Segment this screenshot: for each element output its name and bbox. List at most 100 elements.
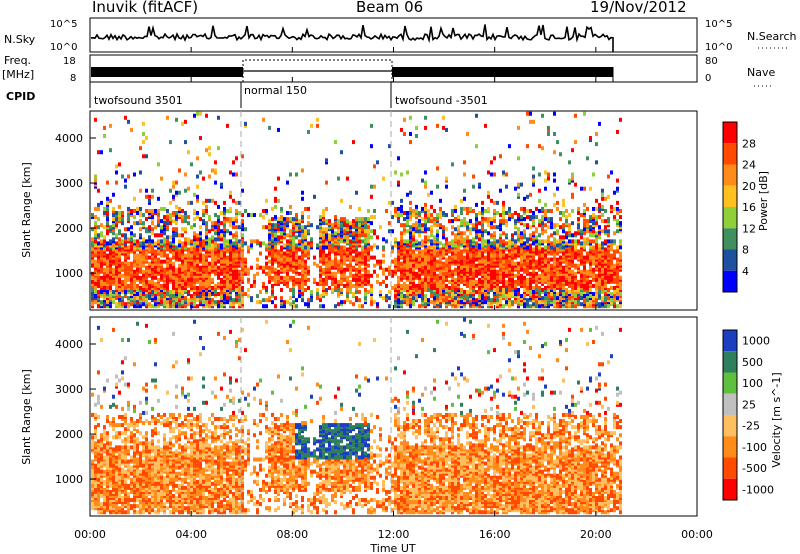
cell [115, 245, 118, 250]
cell [586, 156, 589, 161]
cell [595, 298, 598, 303]
cell [187, 265, 190, 270]
cell [289, 263, 292, 268]
cell [421, 208, 424, 213]
cell [490, 304, 493, 309]
cell [163, 302, 166, 307]
cell [166, 247, 169, 252]
cell [463, 302, 466, 307]
cell [91, 259, 94, 264]
cell [406, 261, 409, 266]
cell [496, 290, 499, 295]
cell [355, 251, 358, 256]
cell [529, 253, 532, 258]
cell [244, 292, 247, 297]
cell [316, 243, 319, 248]
cell [379, 294, 382, 299]
cell [433, 249, 436, 254]
cell [211, 298, 214, 303]
cell [148, 285, 151, 290]
cell [178, 277, 181, 282]
cell [562, 292, 565, 297]
cell [493, 225, 496, 230]
cell [490, 298, 493, 303]
cell [502, 271, 505, 276]
cell [541, 269, 544, 274]
cell [121, 285, 124, 290]
cell [499, 213, 502, 218]
cell [208, 267, 211, 272]
cell [304, 225, 307, 230]
cell [121, 239, 124, 244]
cell [331, 290, 334, 295]
cell [412, 255, 415, 260]
cell [493, 208, 496, 213]
cell [313, 261, 316, 266]
cell [481, 273, 484, 278]
cell [466, 259, 469, 264]
cell [175, 251, 178, 256]
cell [187, 257, 190, 262]
cell [508, 259, 511, 264]
cell [586, 285, 589, 290]
cell [277, 219, 280, 224]
cell [103, 283, 106, 288]
cell [358, 304, 361, 309]
cell [535, 227, 538, 232]
cell [112, 271, 115, 276]
cell [451, 296, 454, 301]
cell [277, 198, 280, 203]
cell [505, 296, 508, 301]
cell [217, 300, 220, 305]
cell [208, 283, 211, 288]
cell [106, 279, 109, 284]
cell [121, 300, 124, 305]
cell [538, 172, 541, 177]
cell [127, 287, 130, 292]
cell [436, 300, 439, 305]
cell [166, 208, 169, 213]
cell [130, 294, 133, 299]
cell [235, 156, 238, 161]
cell [478, 255, 481, 260]
cell [538, 267, 541, 272]
cell [229, 277, 232, 282]
cell [112, 251, 115, 256]
cell [520, 294, 523, 299]
cell [496, 281, 499, 286]
cell [448, 257, 451, 262]
cell [181, 279, 184, 284]
cell [145, 283, 148, 288]
cell [274, 269, 277, 274]
cell [208, 285, 211, 290]
cell [502, 263, 505, 268]
cell [304, 269, 307, 274]
cell [466, 206, 469, 211]
cell [496, 259, 499, 264]
cell [565, 298, 568, 303]
cell [454, 300, 457, 305]
cell [367, 231, 370, 236]
cell [361, 219, 364, 224]
cell [532, 239, 535, 244]
cell [469, 294, 472, 299]
cell [205, 113, 208, 118]
cell [394, 263, 397, 268]
cell [328, 225, 331, 230]
cell [589, 257, 592, 262]
cell [208, 287, 211, 292]
cell [487, 263, 490, 268]
cell [481, 294, 484, 299]
cell [460, 219, 463, 224]
cell [532, 273, 535, 278]
cell [478, 259, 481, 264]
cell [325, 271, 328, 276]
cell [97, 267, 100, 272]
cell [205, 300, 208, 305]
cell [145, 275, 148, 280]
cell [283, 227, 286, 232]
cell [307, 304, 310, 309]
cell [430, 263, 433, 268]
cell [130, 249, 133, 254]
cell [121, 296, 124, 301]
